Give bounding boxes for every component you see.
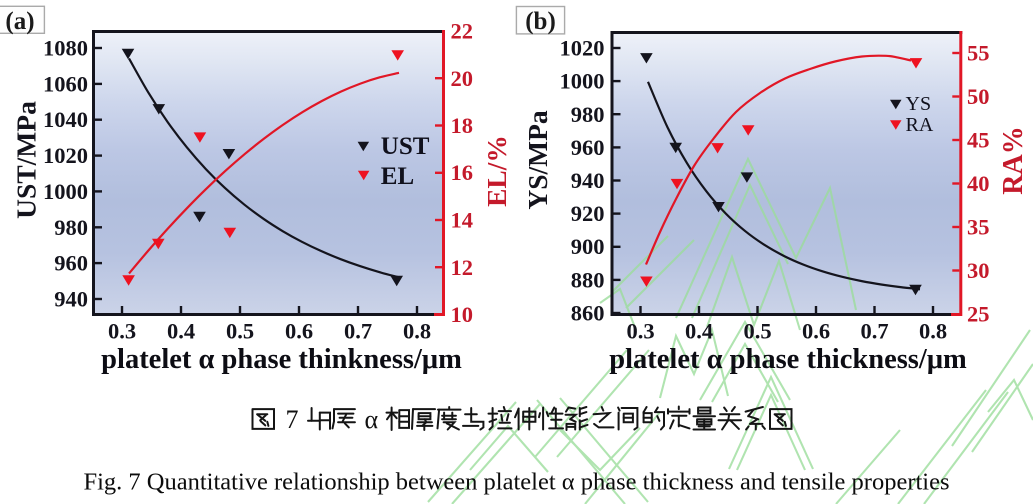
svg-text:860: 860 (571, 301, 605, 326)
svg-text:UST: UST (381, 133, 430, 160)
svg-text:(a): (a) (5, 8, 34, 35)
svg-text:25: 25 (967, 302, 990, 327)
svg-text:α: α (365, 405, 379, 434)
svg-text:960: 960 (571, 135, 605, 160)
svg-text:YS: YS (906, 93, 932, 115)
svg-text:940: 940 (571, 168, 605, 193)
svg-text:980: 980 (54, 215, 88, 240)
svg-text:0.3: 0.3 (108, 319, 136, 344)
svg-text:18: 18 (451, 113, 474, 138)
svg-text:YS/MPa: YS/MPa (522, 110, 553, 210)
svg-text:0.6: 0.6 (802, 319, 830, 344)
svg-text:1080: 1080 (43, 36, 88, 61)
svg-text:880: 880 (571, 267, 605, 292)
svg-text:40: 40 (967, 171, 990, 196)
svg-text:20: 20 (451, 66, 474, 91)
svg-text:EL: EL (381, 163, 414, 190)
svg-text:UST/MPa: UST/MPa (11, 101, 42, 219)
svg-text:0.8: 0.8 (919, 319, 947, 344)
svg-text:35: 35 (967, 215, 990, 240)
svg-text:0.8: 0.8 (403, 319, 431, 344)
svg-text:900: 900 (571, 234, 605, 259)
svg-text:EL/%: EL/% (481, 135, 512, 207)
svg-text:920: 920 (571, 201, 605, 226)
svg-text:0.7: 0.7 (860, 319, 888, 344)
svg-text:0.5: 0.5 (226, 319, 254, 344)
svg-text:50: 50 (967, 84, 990, 109)
svg-text:1020: 1020 (560, 36, 605, 61)
svg-text:(b): (b) (525, 8, 556, 35)
svg-text:platelet α phase thinkness/μm: platelet α phase thinkness/μm (101, 344, 462, 375)
svg-text:0.7: 0.7 (344, 319, 372, 344)
svg-text:platelet α phase thickness/μm: platelet α phase thickness/μm (609, 344, 967, 375)
svg-text:1020: 1020 (43, 143, 88, 168)
svg-text:0.4: 0.4 (685, 319, 713, 344)
svg-text:RA: RA (906, 114, 934, 136)
svg-text:0.3: 0.3 (626, 319, 654, 344)
svg-text:45: 45 (967, 128, 990, 153)
svg-text:1040: 1040 (43, 107, 88, 132)
svg-text:940: 940 (54, 287, 88, 312)
svg-text:1000: 1000 (560, 69, 605, 94)
svg-text:960: 960 (54, 251, 88, 276)
svg-text:0.5: 0.5 (743, 319, 771, 344)
svg-text:55: 55 (967, 41, 990, 66)
svg-text:0.4: 0.4 (167, 319, 195, 344)
svg-text:Fig. 7 Quantitative relationsh: Fig. 7 Quantitative relationship between… (83, 469, 949, 496)
svg-text:RA%: RA% (998, 126, 1029, 194)
svg-text:16: 16 (451, 160, 474, 185)
svg-text:1000: 1000 (43, 179, 88, 204)
svg-text:0.6: 0.6 (285, 319, 313, 344)
svg-text:14: 14 (451, 208, 474, 233)
svg-text:22: 22 (451, 19, 474, 44)
svg-text:7: 7 (286, 405, 299, 434)
svg-text:980: 980 (571, 102, 605, 127)
svg-text:12: 12 (451, 255, 474, 280)
svg-text:30: 30 (967, 258, 990, 283)
svg-text:10: 10 (451, 302, 474, 327)
svg-text:1060: 1060 (43, 71, 88, 96)
